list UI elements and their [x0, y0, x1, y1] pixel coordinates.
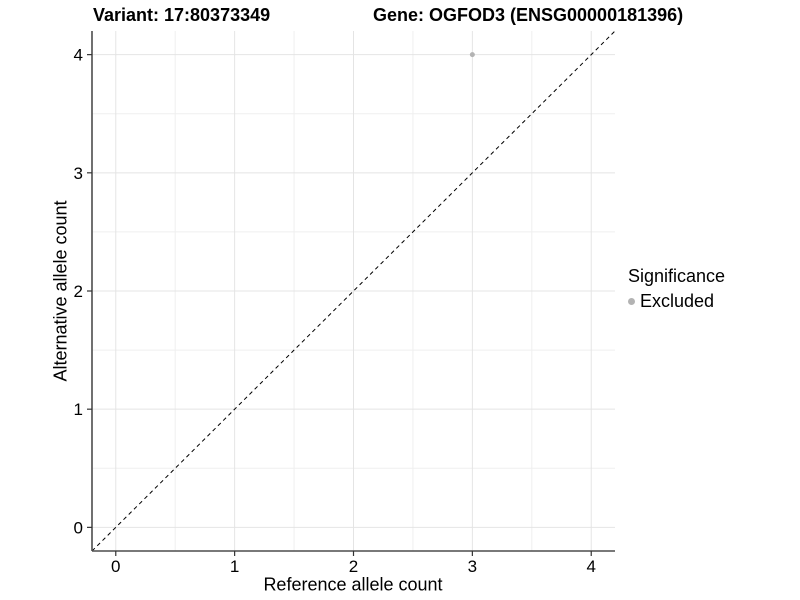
major-gridlines — [92, 31, 615, 551]
excluded-point-icon — [628, 298, 635, 305]
legend-entry-excluded: Excluded — [628, 291, 725, 312]
svg-text:0: 0 — [111, 557, 120, 576]
svg-text:3: 3 — [74, 164, 83, 183]
x-axis-title: Reference allele count — [263, 574, 443, 595]
legend: Significance Excluded — [628, 266, 725, 312]
svg-text:2: 2 — [74, 282, 83, 301]
gene-title: Gene: OGFOD3 (ENSG00000181396) — [373, 5, 684, 25]
svg-text:1: 1 — [230, 557, 239, 576]
tick-labels: 0 1 2 3 4 0 1 2 3 4 — [74, 46, 596, 576]
svg-text:3: 3 — [468, 557, 477, 576]
svg-text:4: 4 — [586, 557, 595, 576]
legend-entry-label: Excluded — [640, 291, 715, 311]
svg-text:1: 1 — [74, 400, 83, 419]
data-point — [469, 52, 475, 58]
identity-line — [91, 30, 616, 552]
tick-marks — [87, 54, 592, 556]
y-axis-title: Alternative allele count — [50, 200, 71, 382]
svg-text:2: 2 — [349, 557, 358, 576]
svg-text:0: 0 — [74, 518, 83, 537]
series-excluded — [469, 52, 475, 58]
svg-text:4: 4 — [74, 46, 83, 65]
variant-title: Variant: 17:80373349 — [93, 5, 271, 25]
legend-title: Significance — [628, 266, 726, 286]
